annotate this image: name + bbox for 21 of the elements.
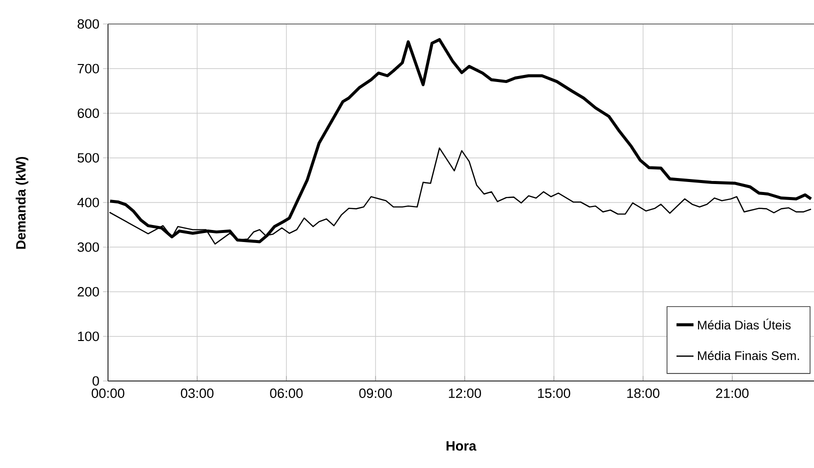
x-tick-label: 06:00 (270, 388, 303, 398)
x-tick-label: 18:00 (627, 388, 660, 398)
x-axis-title: Hora (446, 441, 476, 451)
y-tick-label: 400 (77, 198, 99, 208)
y-tick-label: 700 (78, 64, 99, 74)
y-tick-label: 0 (92, 376, 99, 386)
x-tick-label: 09:00 (359, 388, 392, 398)
legend-label: Média Dias Úteis (698, 318, 791, 330)
y-tick-label: 600 (78, 108, 99, 118)
y-tick-label: 800 (78, 19, 99, 29)
y-tick-label: 100 (78, 332, 99, 342)
x-tick-label: 21:00 (716, 388, 749, 398)
x-tick-label: 12:00 (448, 388, 482, 398)
y-tick-label: 300 (78, 242, 99, 252)
x-tick-label: 00:00 (92, 388, 124, 398)
x-tick-label: 03:00 (180, 388, 214, 398)
y-tick-label: 200 (78, 286, 99, 296)
y-axis-title: Demanda (kW) (16, 156, 28, 249)
y-tick-label: 500 (78, 153, 99, 163)
x-tick-label: 15:00 (538, 388, 570, 398)
legend-label: Média Finais Sem. (698, 350, 799, 360)
